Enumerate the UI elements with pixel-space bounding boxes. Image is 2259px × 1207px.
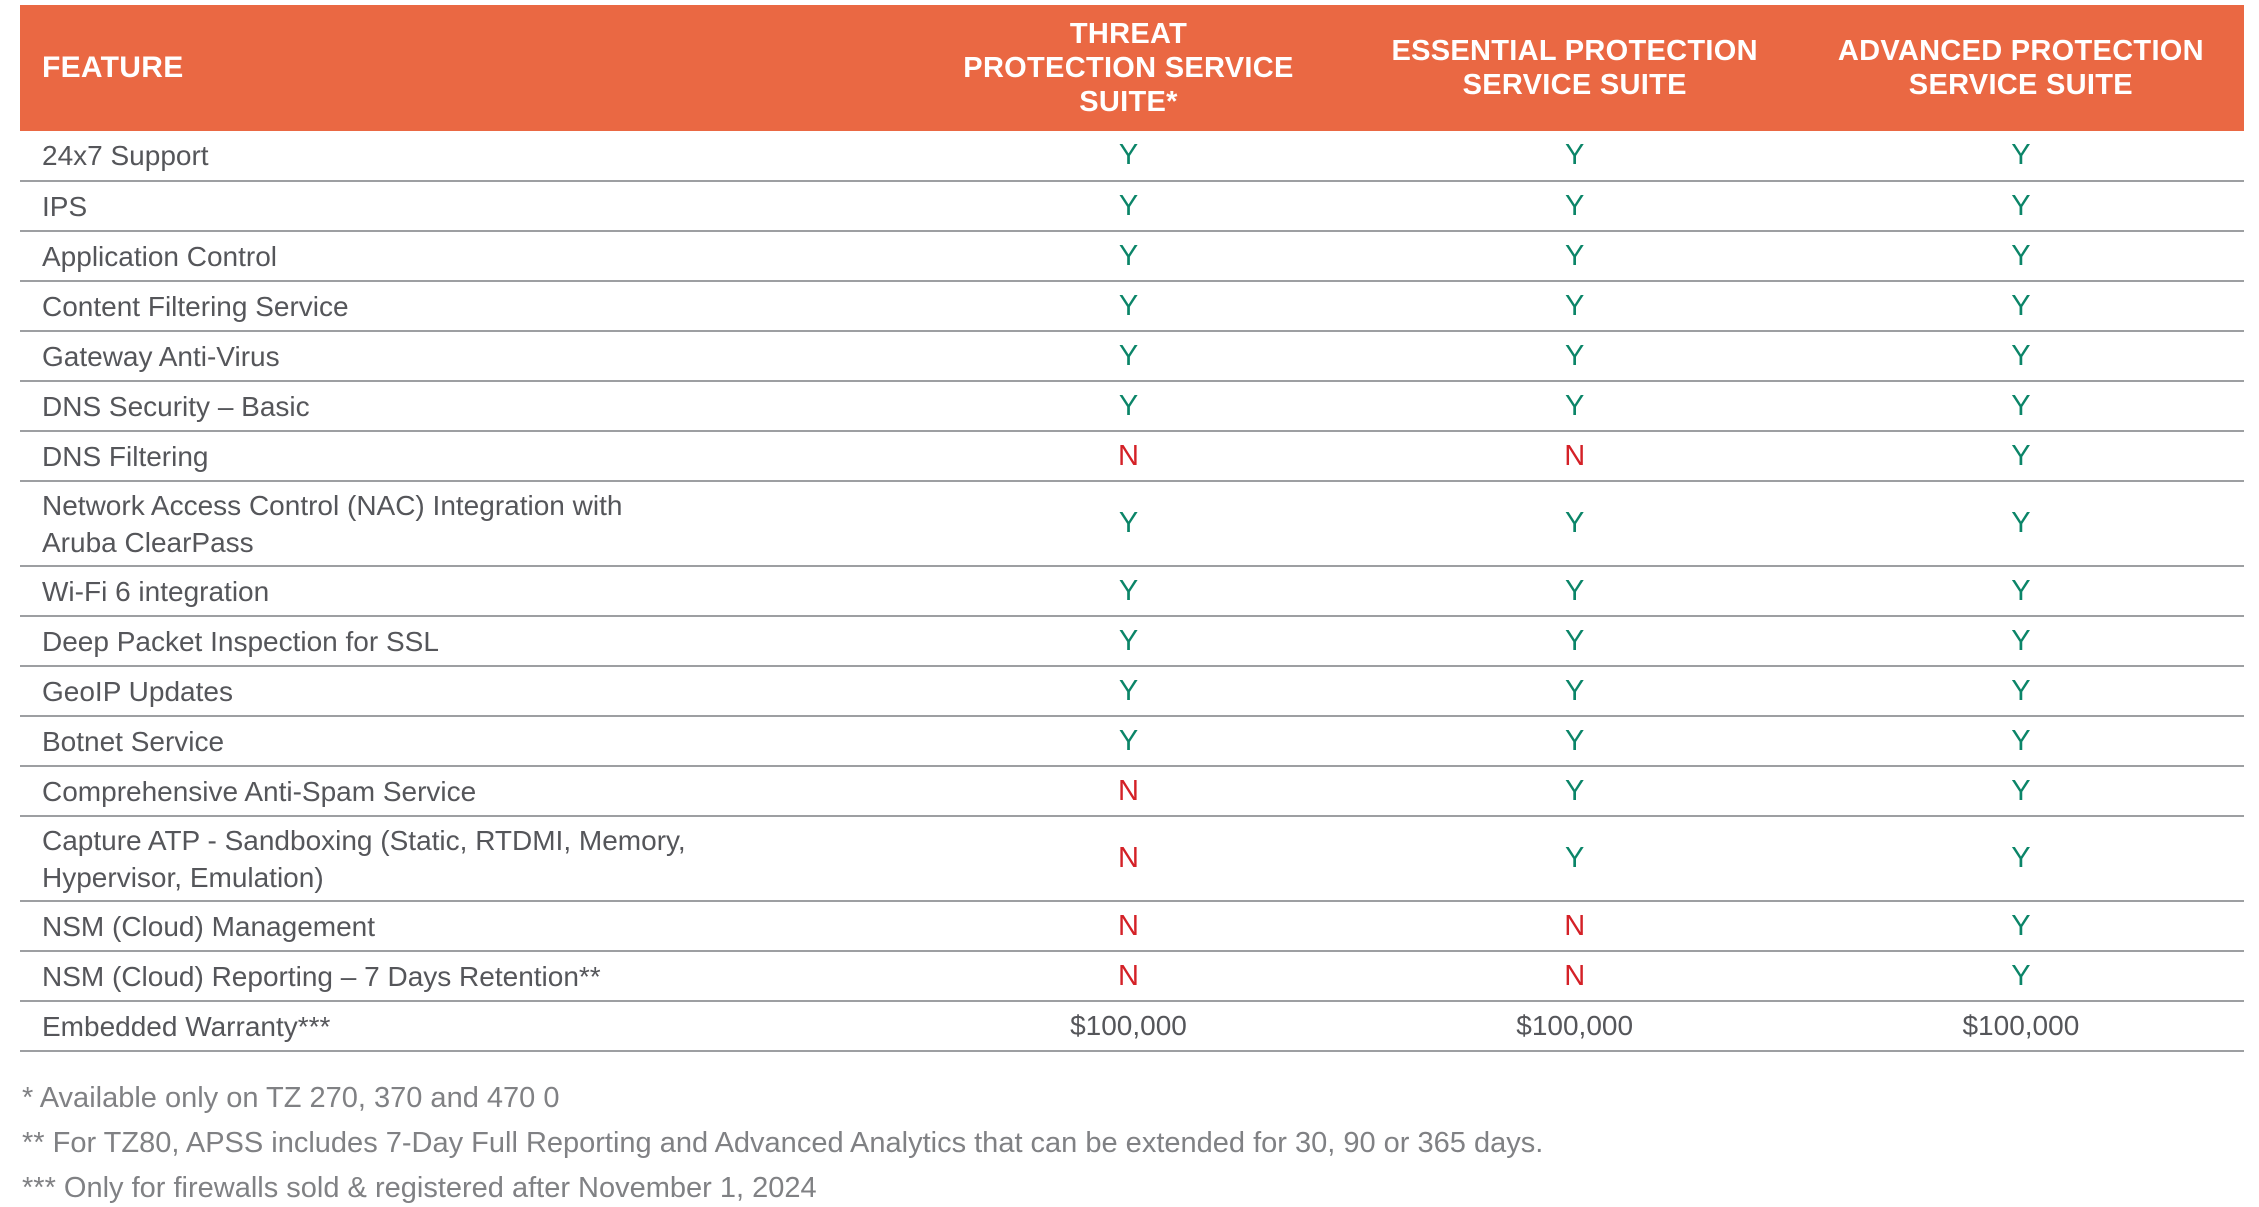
value-advanced-suite: Y [1797,381,2244,432]
value-threat-suite: Y [905,481,1352,567]
value-advanced-suite: Y [1797,901,2244,952]
table-row: IPS Y Y Y [20,181,2244,232]
feature-label: GeoIP Updates [20,666,906,717]
value-advanced-suite: Y [1797,431,2244,482]
feature-label: Capture ATP - Sandboxing (Static, RTDMI,… [20,816,906,902]
table-row: DNS Security – Basic Y Y Y [20,381,2244,432]
protection-suites-comparison-table: FEATURE THREAT PROTECTION SERVICE SUITE*… [20,5,2244,1052]
column-header-threat-protection-suite: THREAT PROTECTION SERVICE SUITE* [905,5,1352,131]
feature-label: 24x7 Support [20,131,906,182]
table-row: Content Filtering Service Y Y Y [20,281,2244,332]
value-essential-suite: Y [1351,616,1798,667]
feature-label: Botnet Service [20,716,906,767]
column-header-essential-protection-suite: ESSENTIAL PROTECTION SERVICE SUITE [1351,5,1798,131]
value-threat-suite: N [905,766,1352,817]
value-essential-suite: Y [1351,766,1798,817]
footnotes: * Available only on TZ 270, 370 and 470 … [22,1076,2259,1207]
value-advanced-suite: Y [1797,816,2244,902]
feature-label: Network Access Control (NAC) Integration… [20,481,906,567]
feature-label: Content Filtering Service [20,281,906,332]
value-advanced-suite: Y [1797,766,2244,817]
value-essential-suite: N [1351,951,1798,1002]
value-threat-suite: $100,000 [905,1001,1352,1052]
table-row: Comprehensive Anti-Spam Service N Y Y [20,766,2244,817]
table-row: DNS Filtering N N Y [20,431,2244,482]
value-threat-suite: N [905,951,1352,1002]
value-essential-suite: Y [1351,566,1798,617]
feature-label: DNS Filtering [20,431,906,482]
table-row: 24x7 Support Y Y Y [20,131,2244,182]
value-essential-suite: Y [1351,181,1798,232]
value-threat-suite: N [905,431,1352,482]
value-essential-suite: N [1351,431,1798,482]
table-row: Botnet Service Y Y Y [20,716,2244,767]
feature-label: Deep Packet Inspection for SSL [20,616,906,667]
value-threat-suite: Y [905,566,1352,617]
footnote-2: ** For TZ80, APSS includes 7-Day Full Re… [22,1127,1544,1159]
value-essential-suite: N [1351,901,1798,952]
value-essential-suite: Y [1351,231,1798,282]
feature-label: Embedded Warranty*** [20,1001,906,1052]
feature-label: DNS Security – Basic [20,381,906,432]
table-row: Wi-Fi 6 integration Y Y Y [20,566,2244,617]
value-threat-suite: Y [905,716,1352,767]
feature-label: IPS [20,181,906,232]
value-advanced-suite: Y [1797,331,2244,382]
value-advanced-suite: Y [1797,951,2244,1002]
value-essential-suite: Y [1351,816,1798,902]
value-threat-suite: Y [905,666,1352,717]
feature-label: NSM (Cloud) Reporting – 7 Days Retention… [20,951,906,1002]
value-advanced-suite: Y [1797,181,2244,232]
value-advanced-suite: $100,000 [1797,1001,2244,1052]
value-essential-suite: Y [1351,131,1798,182]
header-row: FEATURE THREAT PROTECTION SERVICE SUITE*… [20,5,2244,131]
value-threat-suite: N [905,816,1352,902]
table-row: Capture ATP - Sandboxing (Static, RTDMI,… [20,816,2244,902]
value-threat-suite: Y [905,616,1352,667]
feature-label: NSM (Cloud) Management [20,901,906,952]
table-row: NSM (Cloud) Reporting – 7 Days Retention… [20,951,2244,1002]
footnote-3: *** Only for firewalls sold & registered… [22,1172,817,1204]
value-threat-suite: Y [905,281,1352,332]
value-advanced-suite: Y [1797,666,2244,717]
value-threat-suite: Y [905,331,1352,382]
value-essential-suite: Y [1351,716,1798,767]
table-header: FEATURE THREAT PROTECTION SERVICE SUITE*… [20,5,2244,131]
table-row: Embedded Warranty*** $100,000 $100,000 $… [20,1001,2244,1052]
table-row: Network Access Control (NAC) Integration… [20,481,2244,567]
column-header-feature: FEATURE [20,5,906,131]
table-row: GeoIP Updates Y Y Y [20,666,2244,717]
value-threat-suite: Y [905,181,1352,232]
table-row: Application Control Y Y Y [20,231,2244,282]
value-advanced-suite: Y [1797,231,2244,282]
value-essential-suite: Y [1351,481,1798,567]
value-essential-suite: $100,000 [1351,1001,1798,1052]
value-essential-suite: Y [1351,281,1798,332]
value-advanced-suite: Y [1797,131,2244,182]
value-threat-suite: Y [905,131,1352,182]
value-threat-suite: Y [905,381,1352,432]
footnote-1: * Available only on TZ 270, 370 and 470 … [22,1082,560,1114]
table-body: 24x7 Support Y Y Y IPS Y Y Y Application… [20,131,2244,1052]
value-advanced-suite: Y [1797,716,2244,767]
feature-label: Wi-Fi 6 integration [20,566,906,617]
feature-comparison-page: FEATURE THREAT PROTECTION SERVICE SUITE*… [0,5,2259,1207]
value-essential-suite: Y [1351,381,1798,432]
value-essential-suite: Y [1351,331,1798,382]
feature-label: Gateway Anti-Virus [20,331,906,382]
value-advanced-suite: Y [1797,566,2244,617]
table-row: NSM (Cloud) Management N N Y [20,901,2244,952]
value-advanced-suite: Y [1797,281,2244,332]
value-advanced-suite: Y [1797,481,2244,567]
column-header-advanced-protection-suite: ADVANCED PROTECTION SERVICE SUITE [1797,5,2244,131]
value-threat-suite: N [905,901,1352,952]
value-threat-suite: Y [905,231,1352,282]
feature-label: Application Control [20,231,906,282]
value-essential-suite: Y [1351,666,1798,717]
table-row: Gateway Anti-Virus Y Y Y [20,331,2244,382]
feature-label: Comprehensive Anti-Spam Service [20,766,906,817]
value-advanced-suite: Y [1797,616,2244,667]
table-row: Deep Packet Inspection for SSL Y Y Y [20,616,2244,667]
